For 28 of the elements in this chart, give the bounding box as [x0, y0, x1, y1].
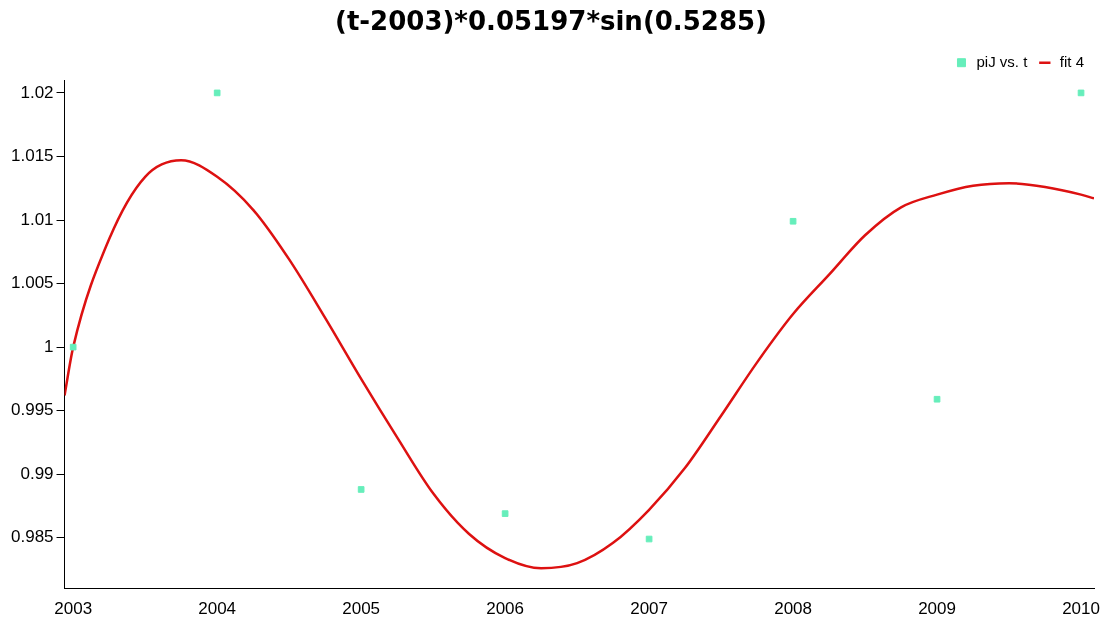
legend-label: fit 4 — [1059, 52, 1085, 70]
y-tick-label: 1 — [44, 336, 54, 356]
point — [1077, 89, 1085, 97]
x-tick-label: 2009 — [918, 599, 956, 619]
y-tick-label: 0.99 — [20, 463, 54, 483]
y-tick-label: 1.01 — [20, 209, 54, 229]
chart-title: (t-2003)*0.05197*sin(0.5285) — [335, 6, 767, 37]
point — [933, 395, 941, 403]
line-series — [64, 159, 1094, 570]
point — [789, 217, 797, 225]
y-tick-label: 1.015 — [10, 146, 54, 166]
y-tick-label: 1.02 — [20, 82, 54, 102]
point — [213, 89, 221, 97]
x-tick-label: 2010 — [1062, 599, 1100, 619]
point — [645, 535, 653, 543]
y-tick-label: 1.005 — [10, 273, 54, 293]
x-tick-label: 2004 — [198, 599, 237, 619]
x-tick-label: 2008 — [774, 599, 812, 619]
x-tick-label: 2003 — [54, 599, 93, 619]
legend-label: piJ vs. t — [976, 52, 1029, 70]
point — [357, 486, 365, 493]
point — [501, 510, 509, 517]
y-tick-label: 0.985 — [10, 527, 54, 547]
x-tick-label: 2006 — [486, 599, 525, 619]
x-tick-label: 2005 — [342, 599, 381, 619]
y-tick-label: 0.995 — [10, 400, 54, 420]
x-tick-label: 2007 — [630, 599, 669, 619]
point — [69, 343, 77, 351]
